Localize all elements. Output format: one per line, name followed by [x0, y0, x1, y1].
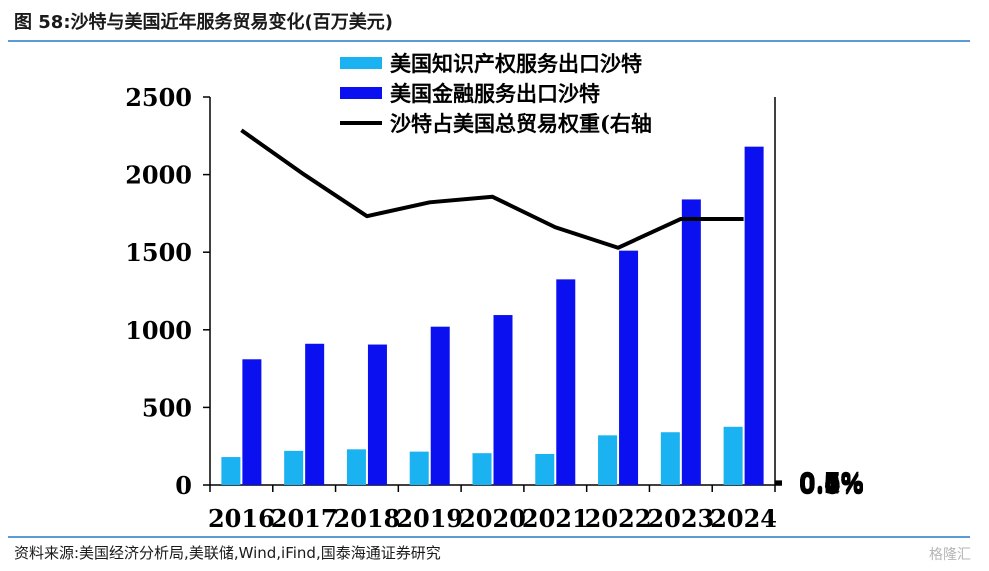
footer-divider: [8, 536, 970, 538]
title-divider: [8, 40, 970, 42]
right-tick-label: 0.4%: [799, 469, 864, 498]
left-tick-label: 2500: [125, 83, 192, 112]
legend-swatch: [340, 57, 382, 69]
bar-ip-services: [660, 432, 680, 485]
right-tick-label: 0.2%: [799, 470, 864, 499]
bar-ip-services: [284, 450, 304, 485]
right-tick-label: 0.6%: [799, 468, 864, 497]
line-trade-weight: [240, 128, 744, 250]
bar-financial-services: [619, 250, 639, 485]
right-tick-label: 0.3%: [799, 469, 864, 498]
bar-financial-services: [681, 199, 701, 485]
left-tick-label: 2000: [125, 161, 192, 190]
bar-ip-services: [723, 426, 743, 485]
bar-ip-services: [598, 435, 618, 485]
bar-financial-services: [367, 344, 387, 485]
x-tick-label: 2019: [396, 504, 463, 533]
legend-label: 沙特占美国总贸易权重(右轴: [390, 111, 652, 136]
left-tick-label: 0: [175, 471, 192, 500]
bar-financial-services: [305, 343, 325, 485]
bar-financial-services: [556, 279, 576, 485]
x-tick-label: 2016: [208, 504, 275, 533]
bar-ip-services: [472, 453, 492, 485]
left-tick-label: 1500: [125, 238, 192, 267]
bar-ip-services: [535, 453, 555, 485]
x-tick-label: 2017: [271, 504, 338, 533]
figure-title: 图 58:沙特与美国近年服务贸易变化(百万美元): [14, 12, 393, 33]
x-tick-label: 2024: [710, 504, 777, 533]
right-tick-label: 0.1%: [799, 470, 864, 499]
right-tick-label: 0.0%: [799, 471, 864, 500]
x-tick-label: 2020: [459, 504, 526, 533]
watermark: 格隆汇: [929, 547, 971, 563]
left-tick-label: 1000: [125, 316, 192, 345]
legend-label: 美国知识产权服务出口沙特: [390, 51, 642, 76]
bar-financial-services: [242, 359, 262, 485]
x-tick-label: 2022: [585, 504, 652, 533]
bar-ip-services: [221, 457, 241, 485]
source-note: 资料来源:美国经济分析局,美联储,Wind,iFind,国泰海通证券研究: [14, 544, 441, 562]
x-tick-label: 2021: [522, 504, 589, 533]
legend-swatch: [340, 87, 382, 99]
bar-ip-services: [346, 449, 366, 485]
x-tick-label: 2023: [647, 504, 714, 533]
right-tick-label: 0.5%: [799, 468, 864, 497]
legend-label: 美国金融服务出口沙特: [390, 81, 600, 106]
bar-financial-services: [493, 315, 513, 485]
right-tick-label: 0.7%: [799, 467, 864, 496]
bar-financial-services: [744, 146, 764, 485]
left-tick-label: 500: [142, 393, 192, 422]
bar-financial-services: [430, 326, 450, 485]
bar-ip-services: [409, 451, 429, 485]
x-tick-label: 2018: [334, 504, 401, 533]
